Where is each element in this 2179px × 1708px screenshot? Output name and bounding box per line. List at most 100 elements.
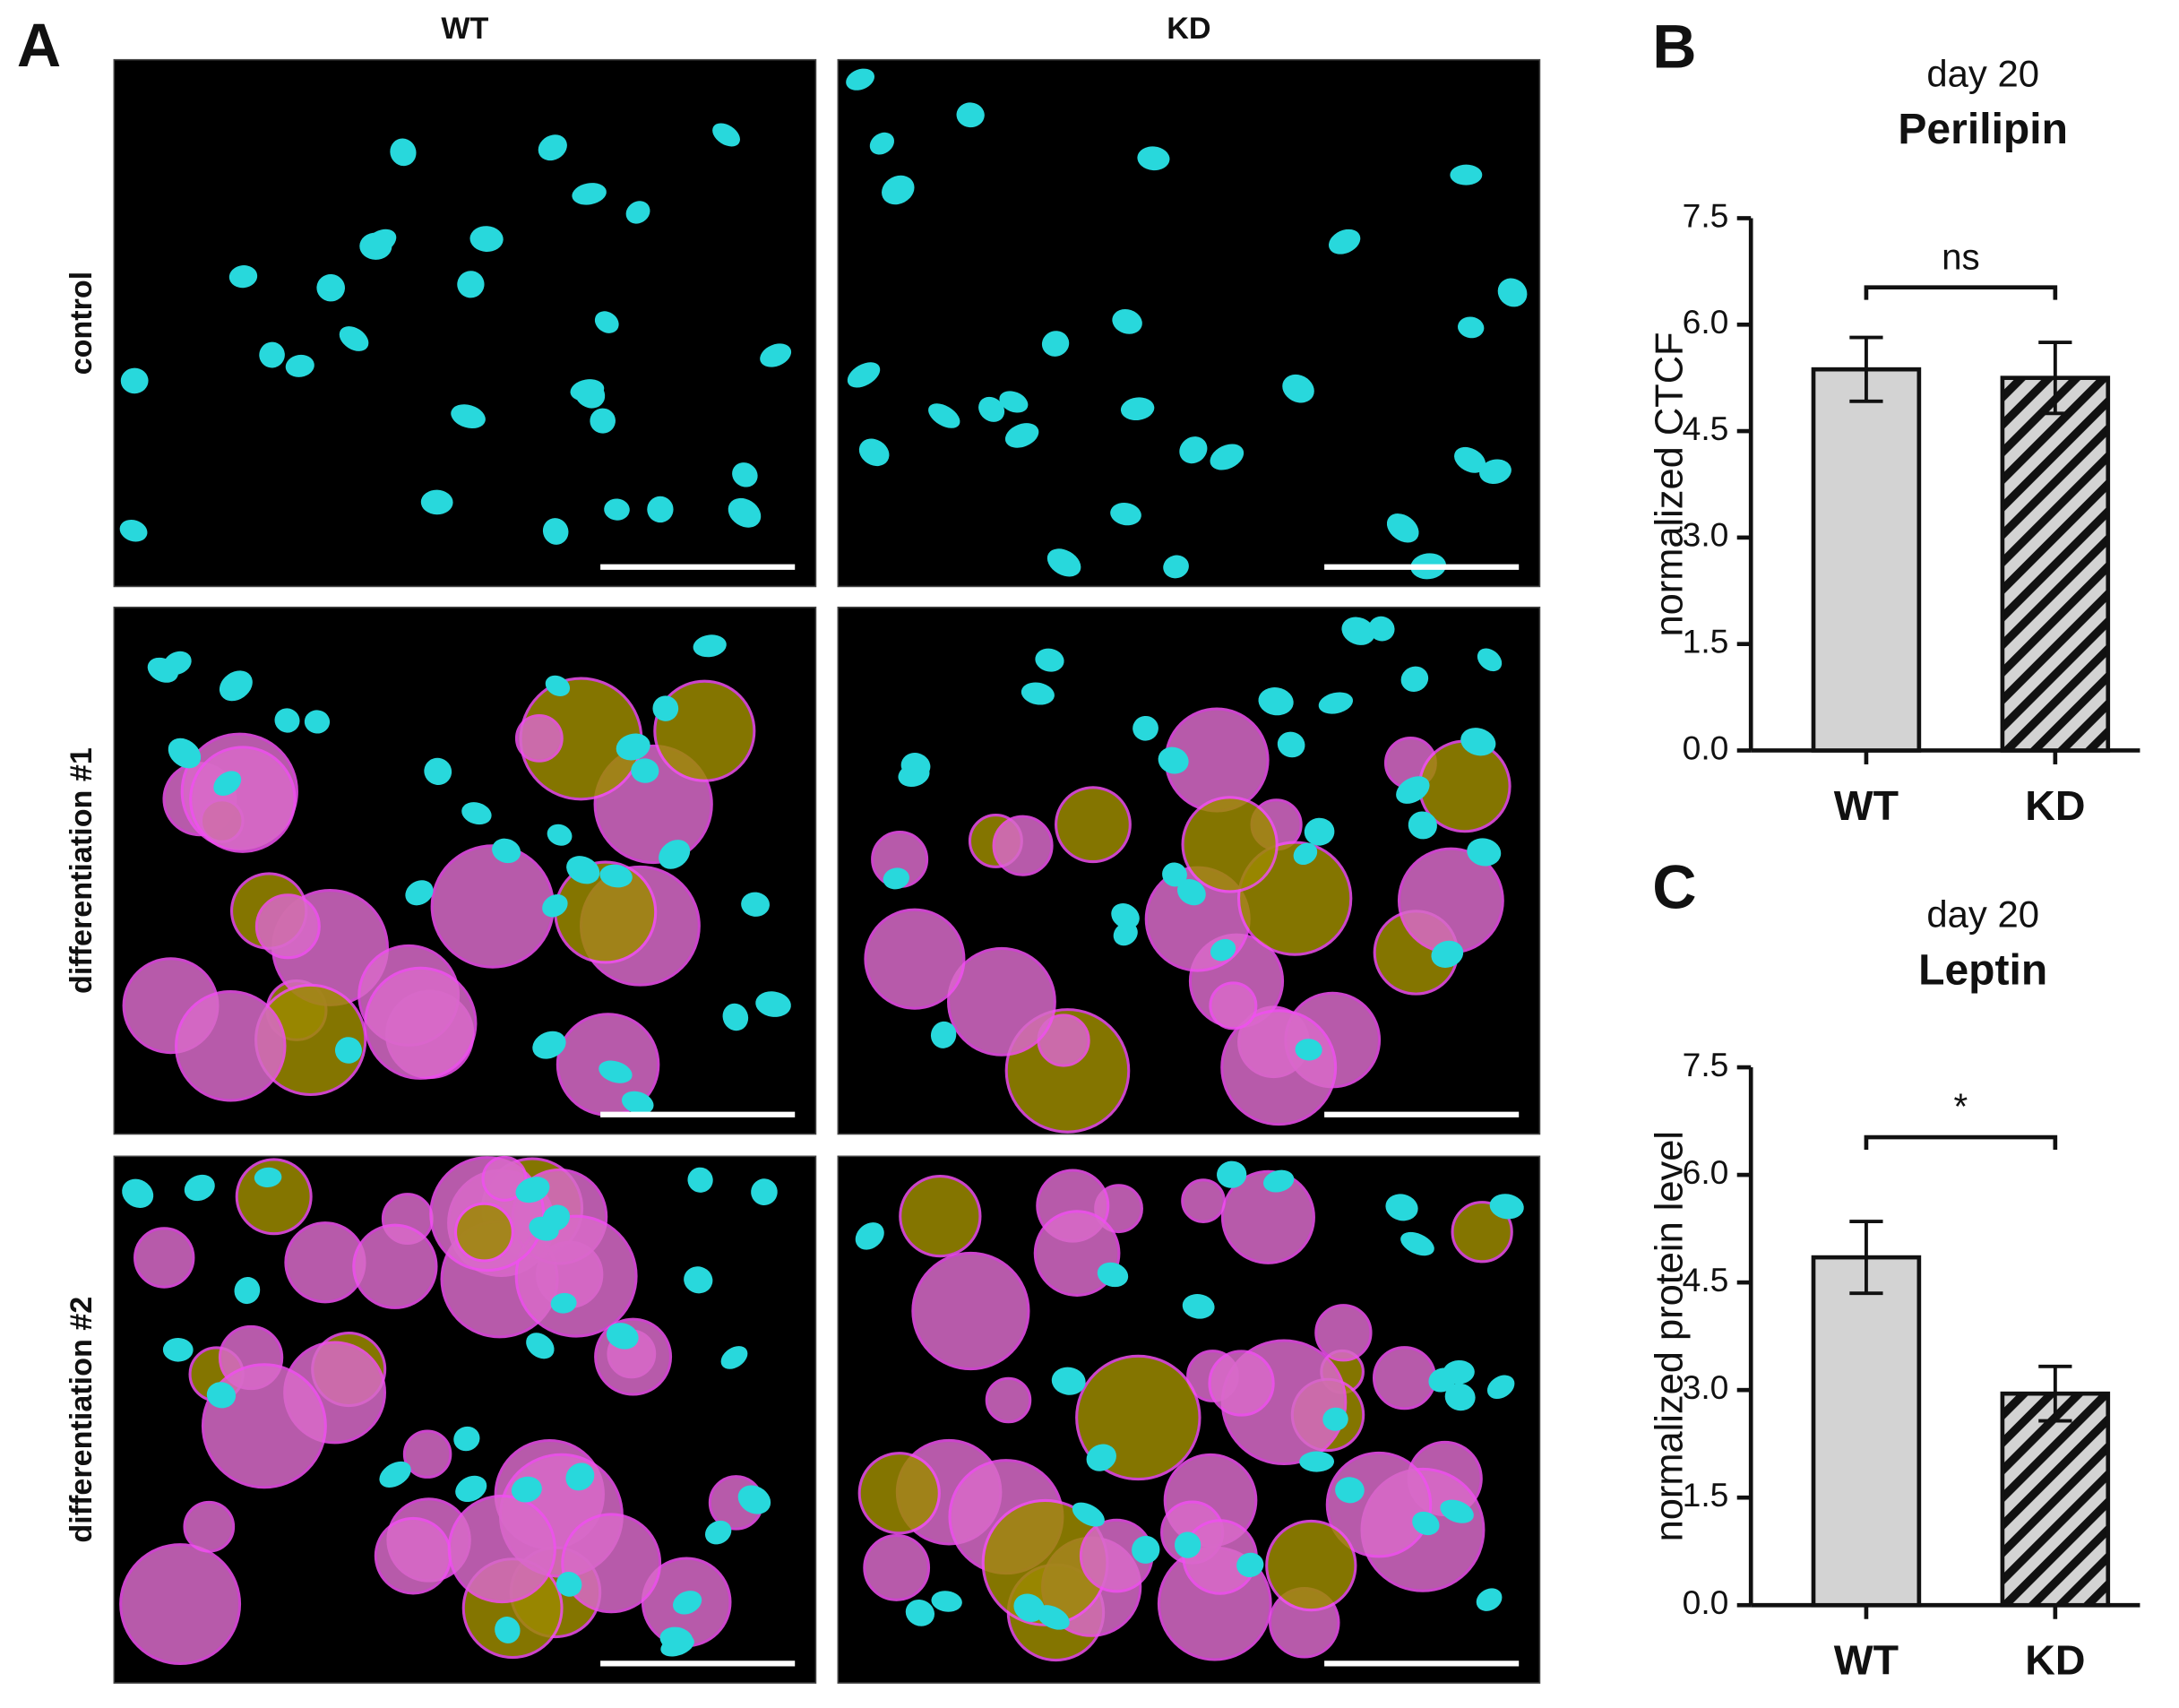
nucleus (1097, 1262, 1129, 1288)
lipid-droplet (374, 1516, 452, 1595)
y-tick-label: 1.5 (1683, 622, 1729, 660)
nucleus (1133, 715, 1158, 741)
nucleus (457, 271, 485, 298)
nucleus (1400, 1231, 1434, 1256)
nucleus (1137, 146, 1170, 171)
error-bar (2038, 1364, 2072, 1423)
nucleus (1335, 1477, 1365, 1504)
column-label: WT (441, 12, 488, 46)
nucleus (1477, 648, 1503, 672)
nucleus (737, 1485, 771, 1514)
nucleus (883, 867, 909, 890)
nucleus (652, 695, 679, 721)
nucleus (120, 367, 149, 394)
nucleus (847, 362, 881, 388)
nucleus (1072, 1502, 1105, 1527)
nucleus (1035, 648, 1064, 672)
nucleus (1412, 1511, 1440, 1536)
image-background (837, 58, 1541, 588)
nucleus (594, 311, 619, 333)
lipid-droplet (1208, 1350, 1275, 1417)
lipid-droplet (254, 893, 321, 960)
error-bar (1849, 335, 1883, 403)
nucleus (741, 892, 770, 917)
y-axis-label: normalized protein level (1648, 1131, 1691, 1541)
nucleus (1396, 776, 1430, 804)
lipid-droplet (352, 1223, 438, 1309)
nucleus (274, 708, 300, 733)
nucleus (511, 1476, 542, 1503)
nucleus (122, 1178, 154, 1208)
nucleus (684, 1266, 713, 1294)
nucleus (566, 856, 600, 884)
nucleus (1458, 316, 1485, 339)
lipid-droplet (1372, 1346, 1437, 1410)
lipid-droplet (1209, 981, 1258, 1031)
lipid-droplet (183, 1500, 236, 1553)
lipid-droplet (1181, 796, 1279, 893)
nucleus (420, 489, 453, 515)
bar (1811, 367, 1922, 753)
micrograph (837, 606, 1541, 1135)
nucleus (1182, 1293, 1215, 1319)
nucleus (526, 1333, 555, 1359)
y-tick-label: 6.0 (1683, 303, 1729, 341)
nucleus (1046, 548, 1081, 577)
nucleus (1111, 903, 1140, 929)
nucleus (1176, 879, 1206, 906)
lipid-droplet (364, 966, 478, 1080)
nucleus (693, 634, 727, 658)
nucleus (574, 379, 606, 409)
nucleus (1162, 862, 1187, 887)
lipid-droplet (133, 1227, 195, 1289)
nucleus (168, 738, 202, 769)
y-tick-label: 0.0 (1683, 729, 1729, 766)
nucleus (704, 1520, 732, 1545)
nucleus (1174, 1531, 1201, 1558)
nucleus (1004, 423, 1039, 448)
y-tick-label: 7.5 (1683, 1046, 1729, 1083)
row-label: differentiation #1 (65, 747, 99, 994)
lipid-droplet (1220, 1169, 1315, 1264)
nucleus (162, 1337, 194, 1362)
y-tick-label: 4.5 (1683, 1261, 1729, 1298)
nucleus (905, 1599, 935, 1626)
lipid-droplet (653, 679, 756, 782)
nucleus (604, 498, 630, 521)
lipid-droplet (985, 1376, 1032, 1424)
nucleus (206, 1382, 237, 1409)
x-tick-label: KD (2025, 782, 2085, 829)
micrograph (113, 58, 817, 588)
nucleus (1210, 938, 1236, 962)
nucleus (1120, 397, 1155, 421)
nucleus (931, 1591, 962, 1612)
lipid-droplet (899, 1175, 982, 1258)
nucleus (1282, 374, 1314, 403)
nucleus (956, 102, 985, 128)
nucleus (565, 1462, 595, 1491)
nucleus (1179, 436, 1208, 464)
nucleus (1341, 617, 1375, 645)
nucleus (728, 497, 762, 528)
nucleus (978, 396, 1005, 422)
nucleus (712, 123, 740, 147)
panel-label: A (17, 12, 61, 80)
nucleus (254, 1167, 282, 1187)
nucleus (405, 880, 434, 906)
lipid-droplet (561, 1513, 662, 1614)
nucleus (720, 1346, 748, 1369)
lipid-droplet (481, 1155, 528, 1202)
nucleus (285, 354, 314, 377)
nucleus (542, 518, 569, 545)
nucleus (855, 1222, 884, 1250)
nucleus (930, 1021, 957, 1048)
nucleus (1497, 278, 1528, 307)
nucleus (451, 404, 486, 429)
nucleus (495, 1616, 521, 1643)
nucleus (1277, 731, 1305, 758)
row-label: control (65, 272, 99, 375)
nucleus (673, 1591, 702, 1615)
lipid-droplet (1181, 1178, 1226, 1223)
nucleus (1431, 940, 1464, 968)
